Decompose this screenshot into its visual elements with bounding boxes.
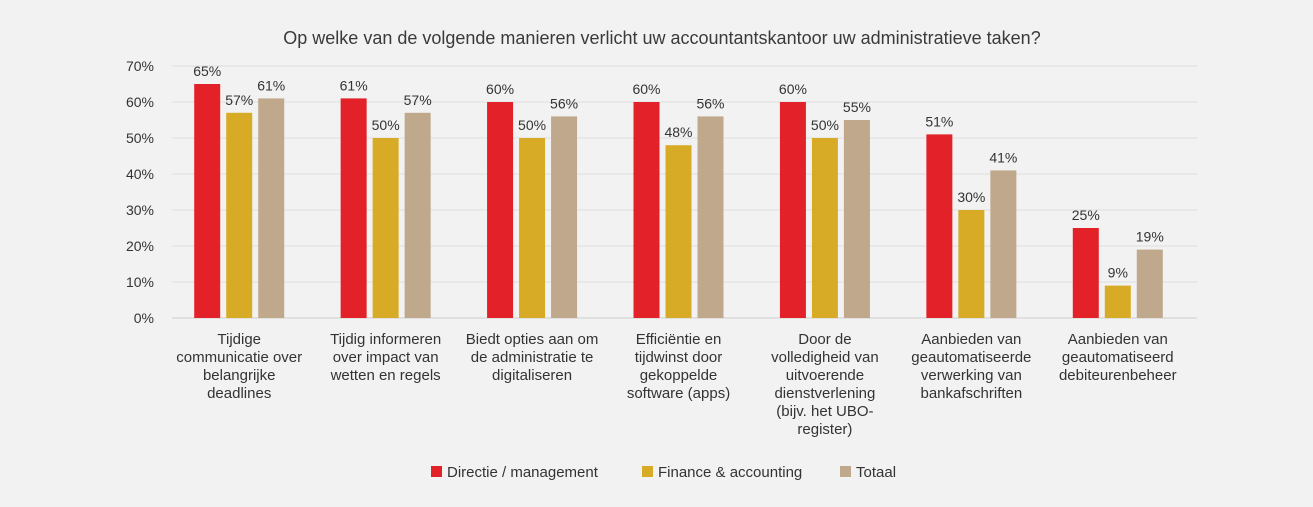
data-label: 56% [696, 95, 724, 111]
legend-swatch [431, 466, 442, 477]
bar [779, 102, 806, 318]
data-label: 65% [193, 63, 221, 79]
y-tick-label: 20% [126, 238, 154, 254]
legend-label: Directie / management [447, 464, 599, 481]
legend-swatch [840, 466, 851, 477]
data-label: 50% [811, 117, 839, 133]
legend: Directie / management Finance & accountin… [431, 464, 896, 481]
y-tick-label: 40% [126, 166, 154, 182]
y-tick-label: 50% [126, 130, 154, 146]
bar [258, 98, 285, 319]
data-label: 50% [518, 117, 546, 133]
y-axis-ticks: 0% 10% 20% 30% 40% 50% 60% 70% [126, 58, 154, 326]
data-label: 9% [1108, 265, 1128, 281]
y-tick-label: 10% [126, 274, 154, 290]
bar [372, 138, 399, 318]
data-label: 48% [664, 124, 692, 140]
bar [633, 102, 660, 318]
category-label: Tijdige communicatie over belangrijke deadl… [176, 331, 302, 402]
y-tick-label: 60% [126, 94, 154, 110]
bar [843, 120, 870, 318]
data-label: 50% [372, 117, 400, 133]
data-label: 51% [925, 113, 953, 129]
category-label: Aanbieden van geautomatiseerd debiteurenbe… [1059, 331, 1177, 384]
y-tick-label: 0% [134, 310, 154, 326]
bar [194, 84, 221, 318]
bar [519, 138, 546, 318]
category-label: Aanbieden van geautomatiseerde verwerking … [911, 331, 1031, 402]
chart-title: Op welke van de volgende manieren verlic… [283, 28, 1040, 48]
data-label: 60% [632, 81, 660, 97]
data-label: 55% [843, 99, 871, 115]
legend-swatch [642, 466, 653, 477]
bar [665, 145, 692, 318]
bar [958, 210, 985, 318]
bar [226, 112, 253, 318]
bar [811, 138, 838, 318]
data-label: 60% [779, 81, 807, 97]
bar [1104, 285, 1131, 318]
bar [487, 102, 514, 318]
category-label: Efficiëntie en tijdwinst door gekoppelde so… [627, 331, 730, 402]
bar [697, 116, 724, 319]
legend-label: Totaal [856, 464, 896, 481]
category-labels: Tijdige communicatie over belangrijke deadl… [176, 331, 1176, 438]
bar [1072, 228, 1099, 318]
y-tick-label: 70% [126, 58, 154, 74]
data-label: 57% [404, 92, 432, 108]
bar [340, 98, 367, 319]
bar [926, 134, 953, 318]
category-label: Tijdig informeren over impact van wetten e… [330, 331, 442, 384]
bar [404, 112, 431, 318]
bar [990, 170, 1017, 318]
data-label: 61% [257, 77, 285, 93]
bar [551, 116, 578, 319]
bar [1136, 249, 1163, 318]
data-label: 19% [1136, 229, 1164, 245]
data-label: 41% [989, 149, 1017, 165]
data-label: 30% [957, 189, 985, 205]
legend-label: Finance & accounting [658, 464, 802, 481]
data-label: 60% [486, 81, 514, 97]
category-label: Biedt opties aan om de administratie te di… [466, 331, 599, 384]
bars [194, 84, 1163, 319]
data-label: 61% [340, 77, 368, 93]
category-label: Door de volledigheid van uitvoerende dienst… [771, 331, 879, 438]
data-label: 57% [225, 92, 253, 108]
y-tick-label: 30% [126, 202, 154, 218]
data-label: 56% [550, 95, 578, 111]
data-label: 25% [1072, 207, 1100, 223]
data-labels: 65%57%61% 61%50%57%60%50%56%60%48%56%60%5… [193, 63, 1164, 281]
